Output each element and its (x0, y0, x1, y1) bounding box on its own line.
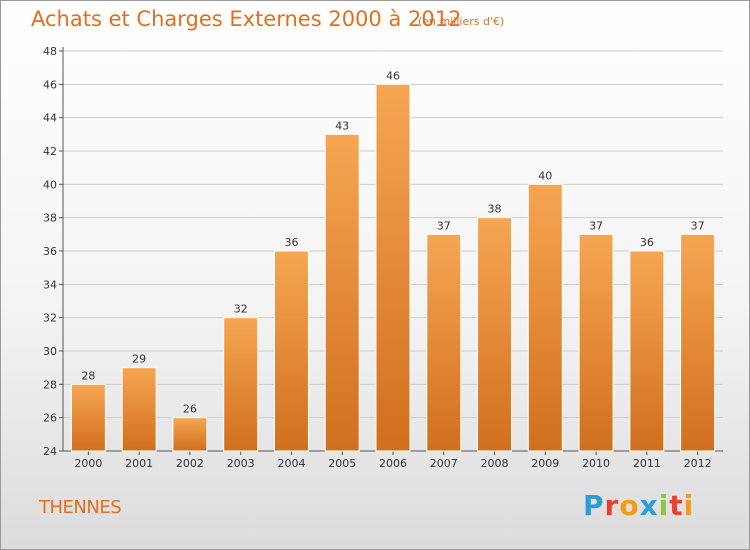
logo-letter: i (683, 489, 695, 522)
chart-title: Achats et Charges Externes 2000 à 2012 (31, 7, 462, 31)
y-tick-label: 40 (43, 178, 57, 191)
bar (578, 233, 614, 452)
logo-letter: P (583, 489, 605, 522)
x-tick-label: 2004 (277, 457, 305, 470)
bar (324, 133, 360, 452)
x-tick-label: 2000 (74, 457, 102, 470)
bar (680, 233, 716, 452)
proxiti-logo[interactable]: Proxiti (583, 489, 694, 522)
data-label: 37 (589, 219, 603, 232)
x-tick-label: 2006 (379, 457, 407, 470)
x-tick-label: 2005 (328, 457, 356, 470)
x-tick-label: 2002 (176, 457, 204, 470)
data-label: 29 (132, 353, 146, 366)
data-label: 28 (81, 369, 95, 382)
y-tick-label: 48 (43, 45, 57, 58)
bar (172, 417, 208, 452)
y-tick-label: 30 (43, 345, 57, 358)
data-label: 38 (488, 203, 502, 216)
y-tick-label: 28 (43, 378, 57, 391)
data-label: 40 (538, 169, 552, 182)
y-tick-label: 24 (43, 445, 57, 458)
bars (70, 83, 716, 452)
bar (121, 367, 157, 452)
bar (223, 317, 259, 452)
bar (273, 250, 309, 452)
bar (527, 183, 563, 452)
logo-letter: x (639, 489, 659, 522)
chart-unit: (en milliers d'€) (418, 15, 505, 28)
y-tick-label: 42 (43, 145, 57, 158)
x-tick-label: 2010 (582, 457, 610, 470)
axes: 24 26 28 30 32 34 36 38 40 42 44 46 48 (43, 45, 723, 458)
logo-letter: i (658, 489, 670, 522)
x-tick-label: 2001 (125, 457, 153, 470)
y-tick-label: 38 (43, 212, 57, 225)
data-label: 36 (284, 236, 298, 249)
y-tick-label: 46 (43, 78, 57, 91)
data-label: 43 (335, 119, 349, 132)
x-tick-label: 2011 (633, 457, 661, 470)
bar (477, 217, 513, 452)
y-tick-label: 44 (43, 112, 57, 125)
y-tick-label: 36 (43, 245, 57, 258)
bar (629, 250, 665, 452)
logo-letter: t (669, 489, 684, 522)
x-tick-label: 2009 (531, 457, 559, 470)
x-tick-label: 2003 (227, 457, 255, 470)
data-label: 37 (691, 219, 705, 232)
labels: 2000 28 2001 29 2002 26 2003 32 2004 36 2005 43 2006… (74, 69, 711, 470)
data-label: 46 (386, 69, 400, 82)
logo-letter: o (619, 489, 640, 522)
bar (426, 233, 462, 452)
y-tick-label: 32 (43, 312, 57, 325)
y-tick-label: 26 (43, 412, 57, 425)
data-label: 36 (640, 236, 654, 249)
logo-letter: r (604, 489, 620, 522)
x-tick-label: 2008 (481, 457, 509, 470)
bar (375, 83, 411, 452)
y-tick-label: 34 (43, 278, 57, 291)
x-tick-label: 2007 (430, 457, 458, 470)
city-name: THENNES (39, 497, 122, 518)
x-tick-label: 2012 (684, 457, 712, 470)
data-label: 32 (234, 303, 248, 316)
data-label: 37 (437, 219, 451, 232)
data-label: 26 (183, 403, 197, 416)
bar (70, 383, 106, 452)
